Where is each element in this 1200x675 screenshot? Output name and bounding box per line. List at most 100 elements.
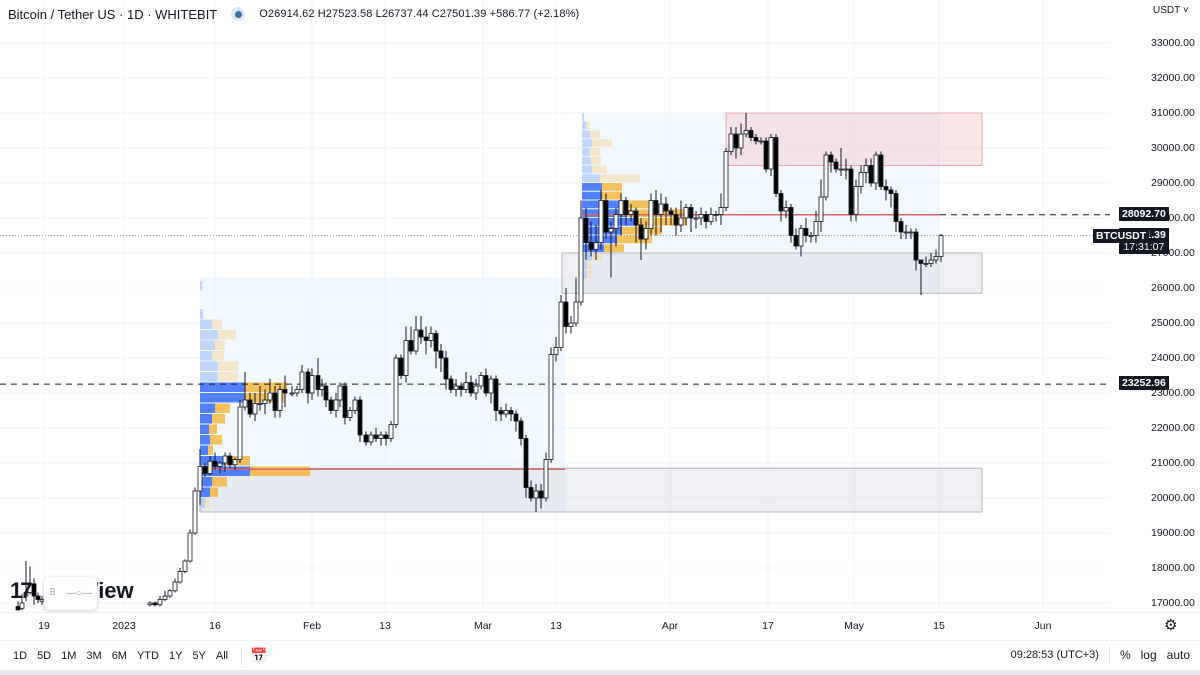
volume-down-bar [592, 139, 612, 147]
candle-up [533, 490, 539, 499]
toolbar-divider [1108, 646, 1110, 664]
candle-down [668, 210, 674, 215]
range-button-all[interactable]: All [215, 649, 229, 662]
candle-up [277, 389, 283, 411]
candle-up [933, 256, 939, 261]
candle-up [708, 214, 714, 222]
candle-up [473, 385, 479, 394]
candle-up [319, 385, 325, 390]
volume-down-bar [590, 148, 600, 156]
volume-up-bar [582, 148, 590, 156]
range-button-1y[interactable]: 1Y [168, 649, 183, 662]
time-axis[interactable]: 19 2023 16 Feb 13 Mar 13 Apr 17 May 15 Jun ⚙ [0, 612, 1200, 638]
range-button-1d[interactable]: 1D [13, 649, 28, 662]
clock-timezone[interactable]: 09:28:53 (UTC+3) [1010, 649, 1099, 661]
log-scale-button[interactable]: log [1140, 648, 1157, 662]
volume-up-bar [200, 393, 245, 403]
time-tick-label: 2023 [112, 620, 136, 632]
volume-up-bar [200, 403, 215, 413]
symbol-tag: BTCUSDT [1093, 229, 1150, 243]
go-to-date-icon[interactable]: 📅 [250, 647, 268, 663]
lower-line-price-tag: 23252.96 [1119, 376, 1169, 390]
percent-scale-button[interactable]: % [1119, 648, 1131, 662]
volume-down-bar [250, 466, 310, 476]
candle-down [508, 410, 514, 415]
candle-down [528, 487, 534, 499]
candle-down [328, 399, 334, 411]
symbol-title[interactable]: Bitcoin / Tether US · 1D · WHITEBIT [8, 6, 218, 22]
candle-down [398, 357, 404, 376]
currency-selector[interactable]: USDT ˅ [1153, 5, 1189, 16]
candlestick-chart[interactable] [0, 0, 1110, 612]
candle-up [207, 460, 213, 474]
candle-down [408, 340, 414, 352]
candle-up [678, 217, 684, 226]
volume-down-bar [210, 435, 222, 445]
candle-up [783, 207, 789, 212]
candle-down [778, 193, 784, 212]
candle-up [858, 172, 864, 187]
chart-settings-gear-icon[interactable]: ⚙ [1164, 617, 1178, 634]
candle-down [733, 133, 739, 149]
candle-down [538, 490, 544, 499]
candle-down [448, 378, 454, 390]
demand-zone-lower [199, 467, 983, 513]
price-tick-label: 31000.00 [1151, 107, 1195, 119]
volume-up-bar [200, 319, 212, 329]
volume-down-bar [205, 498, 210, 508]
candle-up [172, 581, 178, 592]
candle-up [267, 392, 273, 401]
range-button-6m[interactable]: 6M [111, 649, 127, 662]
range-button-ytd[interactable]: YTD [136, 649, 159, 662]
candle-up [648, 200, 654, 229]
chart-pane[interactable] [0, 0, 1110, 612]
volume-down-bar [637, 218, 687, 226]
range-button-5y[interactable]: 5Y [192, 649, 206, 662]
price-tick-label: 22000.00 [1151, 422, 1195, 434]
time-tick-label: 13 [550, 620, 562, 632]
candle-up [23, 592, 29, 597]
volume-down-bar [218, 372, 238, 382]
candle-up [299, 371, 305, 390]
toolbar-divider [241, 646, 243, 665]
price-tick-label: 19000.00 [1151, 527, 1195, 539]
candle-up [262, 399, 268, 404]
candle-down [483, 375, 489, 394]
candle-up [938, 235, 944, 257]
price-axis[interactable]: USDT ˅ 33000.00 32000.00 31000.00 30000.00 2… [1110, 0, 1200, 640]
candle-up [378, 434, 384, 439]
candle-down [305, 371, 311, 394]
candle-up [738, 133, 744, 149]
candle-up [543, 459, 549, 499]
candle-down [803, 228, 809, 236]
candle-up [683, 207, 689, 219]
candle-up [723, 151, 729, 208]
candle-up [453, 385, 459, 390]
candle-down [918, 259, 924, 264]
candle-up [337, 385, 343, 401]
candle-down [878, 154, 884, 187]
volume-down-bar [592, 165, 607, 174]
volume-down-bar [218, 330, 236, 340]
volume-down-bar [600, 174, 640, 182]
candle-up [252, 403, 258, 415]
range-button-1m[interactable]: 1M [61, 649, 77, 662]
range-button-5d[interactable]: 5D [37, 649, 52, 662]
candle-down [563, 301, 569, 327]
candle-down [373, 434, 379, 439]
volume-down-bar [215, 403, 230, 413]
time-tick-label: Apr [661, 620, 679, 632]
volume-up-bar [582, 113, 584, 121]
volume-down-bar [587, 270, 592, 279]
candle-up [908, 231, 914, 234]
range-button-3m[interactable]: 3M [86, 649, 102, 662]
volume-down-bar [210, 487, 218, 497]
auto-scale-button[interactable]: auto [1166, 648, 1190, 662]
horizontal-line-tool-icon[interactable]: —○— [66, 588, 93, 599]
volume-down-bar [245, 382, 287, 392]
time-tick-label: 17 [762, 620, 774, 632]
candle-up [147, 602, 153, 606]
drag-handle-icon[interactable]: ⠿ [48, 588, 57, 599]
volume-up-bar [582, 156, 591, 165]
floating-drawing-toolbar[interactable]: ⠿ —○— [44, 577, 97, 610]
